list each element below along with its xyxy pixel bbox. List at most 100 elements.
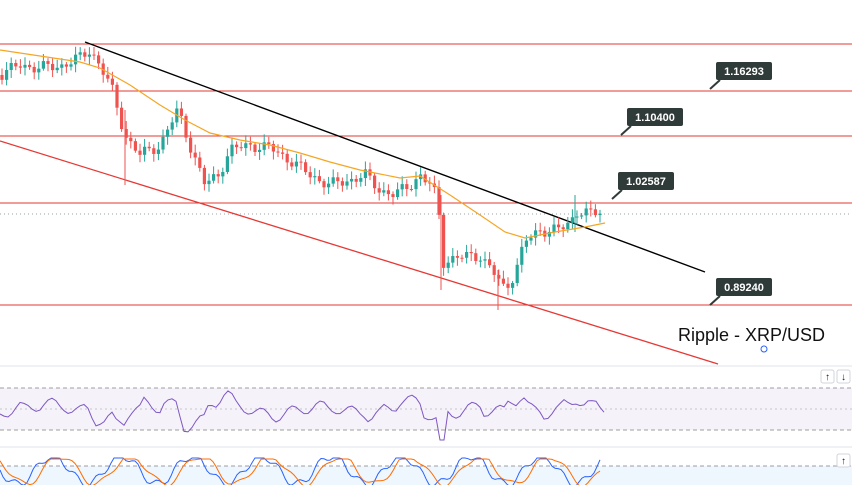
- candle-body: [166, 129, 170, 137]
- candle-body: [221, 171, 225, 177]
- candle-body: [28, 64, 32, 67]
- candle-body: [92, 54, 96, 56]
- candle-body: [138, 150, 142, 155]
- candle-body: [198, 157, 202, 168]
- candle-body: [396, 189, 400, 198]
- candle-body: [156, 149, 160, 154]
- candle-body: [359, 178, 363, 182]
- candle-body: [290, 162, 294, 167]
- candle-body: [83, 52, 87, 57]
- candle-body: [69, 64, 73, 67]
- candle-body: [423, 174, 427, 183]
- candle-body: [354, 178, 358, 182]
- candle-body: [143, 146, 147, 155]
- candle-body: [9, 62, 13, 70]
- candle-body: [64, 64, 68, 67]
- candle-body: [350, 178, 354, 182]
- level-label-pointer: [709, 295, 721, 306]
- level-label-bg: [627, 108, 683, 126]
- candle-body: [147, 146, 151, 149]
- level-label-text: 1.10400: [635, 112, 675, 124]
- candles: [0, 46, 602, 310]
- candle-body: [106, 74, 110, 79]
- candle-body: [101, 63, 105, 75]
- candle-body: [593, 209, 597, 216]
- stoch-move-up-icon[interactable]: ↑: [836, 453, 851, 468]
- rsi-move-up-icon-glyph: ↑: [825, 372, 830, 383]
- candle-body: [442, 214, 446, 268]
- candle-body: [55, 67, 59, 71]
- candle-body: [184, 115, 188, 138]
- stoch-band-fill: [0, 466, 852, 485]
- candle-body: [386, 190, 390, 195]
- candle-body: [336, 177, 340, 182]
- level-label-text: 0.89240: [724, 282, 764, 294]
- candle-body: [575, 216, 579, 218]
- rsi-move-down-icon-frame: [836, 369, 851, 384]
- candle-body: [304, 162, 308, 173]
- candle-body: [317, 176, 321, 182]
- chart-title: Ripple - XRP/USD: [678, 325, 825, 345]
- candle-body: [437, 187, 441, 215]
- candle-body: [589, 208, 593, 210]
- candle-body: [60, 64, 64, 68]
- candle-body: [120, 107, 124, 130]
- candle-body: [331, 177, 335, 184]
- candle-body: [51, 63, 55, 71]
- candle-body: [363, 169, 367, 179]
- descending-trendline: [84, 41, 706, 273]
- candle-body: [189, 137, 193, 153]
- rsi-line: [0, 390, 605, 441]
- level-label-pointer: [620, 125, 632, 136]
- candle-body: [414, 179, 418, 190]
- stochastic-pane: [0, 457, 852, 489]
- candle-body: [465, 252, 469, 258]
- candle-body: [552, 224, 556, 232]
- rsi-move-down-icon[interactable]: ↓: [836, 369, 851, 384]
- candle-body: [340, 181, 344, 186]
- candle-body: [248, 143, 252, 145]
- candle-body: [74, 54, 78, 65]
- candle-body: [538, 230, 542, 232]
- stoch-k-line: [0, 457, 601, 489]
- candle-body: [506, 283, 510, 288]
- rsi-pane: [0, 387, 852, 441]
- rsi-move-up-icon[interactable]: ↑: [820, 369, 835, 384]
- rsi-move-up-icon-frame: [820, 369, 835, 384]
- candle-body: [110, 78, 114, 85]
- candle-body: [409, 189, 413, 191]
- channel-support-line: [0, 140, 719, 365]
- candle-body: [451, 256, 455, 263]
- candle-body: [557, 224, 561, 228]
- candle-body: [124, 129, 128, 138]
- candle-body: [253, 144, 257, 152]
- candle-body: [561, 227, 565, 230]
- price-pane: 1.16293 1.10400 1.02587 0.89240 Ripple - XRP…: [0, 41, 852, 365]
- stoch-d-line: [0, 458, 601, 488]
- candle-body: [87, 54, 91, 57]
- candle-body: [202, 167, 206, 185]
- candle-body: [212, 174, 216, 181]
- candle-body: [492, 265, 496, 275]
- candle-body: [570, 217, 574, 223]
- candle-body: [488, 259, 492, 266]
- level-label-pointer: [709, 79, 721, 90]
- stoch-move-up-icon-glyph: ↑: [841, 456, 846, 467]
- candle-body: [235, 144, 239, 148]
- candle-body: [345, 181, 349, 186]
- candle-body: [258, 149, 262, 152]
- candle-body: [78, 52, 82, 55]
- candle-body: [262, 142, 266, 150]
- candle-body: [377, 188, 381, 193]
- candle-body: [382, 190, 386, 193]
- candle-body: [327, 183, 331, 188]
- candle-body: [46, 61, 50, 64]
- candle-body: [501, 278, 505, 284]
- level-label-pointer: [611, 189, 623, 200]
- candle-body: [5, 69, 9, 80]
- candle-body: [391, 194, 395, 198]
- candle-body: [244, 143, 248, 149]
- candle-body: [239, 147, 243, 149]
